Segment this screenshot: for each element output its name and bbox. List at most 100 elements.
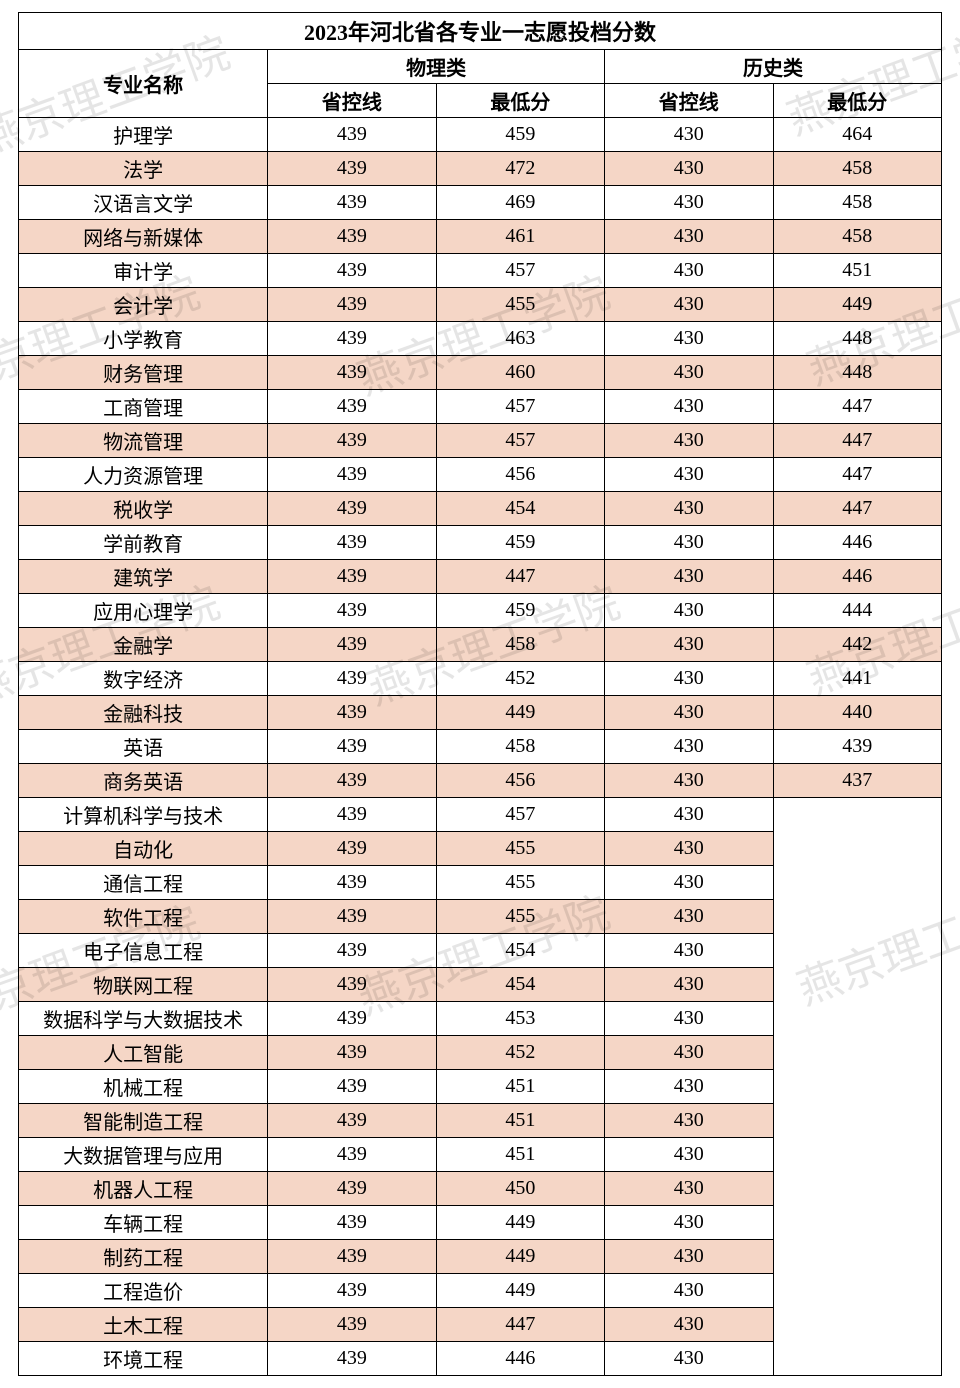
physics-low-cell: 449 [436,1240,604,1274]
major-cell: 数字经济 [19,662,268,696]
physics-low-cell: 459 [436,594,604,628]
history-control-cell: 430 [605,118,773,152]
scores-table: 2023年河北省各专业一志愿投档分数 专业名称 物理类 历史类 省控线 最低分 … [18,12,942,1376]
table-row: 计算机科学与技术439457430 [19,798,942,832]
physics-low-cell: 459 [436,526,604,560]
major-cell: 制药工程 [19,1240,268,1274]
history-control-cell: 430 [605,390,773,424]
history-control-cell: 430 [605,832,773,866]
physics-control-cell: 439 [268,900,436,934]
physics-control-cell: 439 [268,458,436,492]
major-cell: 物流管理 [19,424,268,458]
physics-control-cell: 439 [268,594,436,628]
history-low-cell: 446 [773,560,941,594]
major-cell: 税收学 [19,492,268,526]
physics-control-cell: 439 [268,288,436,322]
physics-low-cell: 456 [436,458,604,492]
major-cell: 小学教育 [19,322,268,356]
physics-control-cell: 439 [268,1274,436,1308]
history-control-cell: 430 [605,1240,773,1274]
major-cell: 法学 [19,152,268,186]
major-cell: 汉语言文学 [19,186,268,220]
physics-control-cell: 439 [268,322,436,356]
history-control-cell: 430 [605,526,773,560]
history-control-cell: 430 [605,1070,773,1104]
major-cell: 大数据管理与应用 [19,1138,268,1172]
major-cell: 审计学 [19,254,268,288]
physics-control-cell: 439 [268,356,436,390]
physics-control-cell: 439 [268,492,436,526]
physics-control-cell: 439 [268,186,436,220]
history-control-cell: 430 [605,424,773,458]
physics-control-cell: 439 [268,560,436,594]
major-cell: 建筑学 [19,560,268,594]
table-row: 建筑学439447430446 [19,560,942,594]
physics-control-cell: 439 [268,1002,436,1036]
physics-control-cell: 439 [268,220,436,254]
history-control-cell: 430 [605,1036,773,1070]
history-control-cell: 430 [605,900,773,934]
history-control-cell: 430 [605,968,773,1002]
physics-low-cell: 457 [436,798,604,832]
major-cell: 土木工程 [19,1308,268,1342]
physics-low-cell: 458 [436,730,604,764]
physics-low-cell: 451 [436,1070,604,1104]
major-cell: 护理学 [19,118,268,152]
physics-low-cell: 451 [436,1104,604,1138]
physics-low-cell: 452 [436,1036,604,1070]
history-control-cell: 430 [605,1308,773,1342]
col-major: 专业名称 [19,50,268,118]
major-cell: 通信工程 [19,866,268,900]
table-row: 网络与新媒体439461430458 [19,220,942,254]
history-control-cell: 430 [605,730,773,764]
physics-control-cell: 439 [268,866,436,900]
history-low-cell: 451 [773,254,941,288]
history-control-cell: 430 [605,186,773,220]
table-row: 应用心理学439459430444 [19,594,942,628]
history-low-cell: 446 [773,526,941,560]
major-cell: 金融科技 [19,696,268,730]
history-low-merged-cell [773,798,941,1376]
history-low-cell: 439 [773,730,941,764]
table-row: 金融科技439449430440 [19,696,942,730]
history-control-cell: 430 [605,288,773,322]
physics-control-cell: 439 [268,152,436,186]
table-row: 商务英语439456430437 [19,764,942,798]
history-low-cell: 448 [773,356,941,390]
major-cell: 英语 [19,730,268,764]
major-cell: 应用心理学 [19,594,268,628]
physics-control-cell: 439 [268,1036,436,1070]
table-row: 英语439458430439 [19,730,942,764]
physics-low-cell: 446 [436,1342,604,1376]
major-cell: 财务管理 [19,356,268,390]
major-cell: 工程造价 [19,1274,268,1308]
physics-low-cell: 455 [436,288,604,322]
physics-low-cell: 449 [436,696,604,730]
history-control-cell: 430 [605,628,773,662]
physics-control-cell: 439 [268,662,436,696]
table-row: 护理学439459430464 [19,118,942,152]
header-row-1: 专业名称 物理类 历史类 [19,50,942,84]
history-low-cell: 447 [773,390,941,424]
physics-low-cell: 452 [436,662,604,696]
history-control-cell: 430 [605,1274,773,1308]
major-cell: 人工智能 [19,1036,268,1070]
physics-control-cell: 439 [268,1138,436,1172]
table-row: 数字经济439452430441 [19,662,942,696]
physics-low-cell: 457 [436,424,604,458]
table-row: 税收学439454430447 [19,492,942,526]
physics-control-cell: 439 [268,1206,436,1240]
major-cell: 数据科学与大数据技术 [19,1002,268,1036]
table-row: 物流管理439457430447 [19,424,942,458]
physics-low-cell: 469 [436,186,604,220]
physics-control-cell: 439 [268,1308,436,1342]
history-control-cell: 430 [605,492,773,526]
physics-low-cell: 447 [436,560,604,594]
physics-low-cell: 454 [436,968,604,1002]
physics-low-cell: 458 [436,628,604,662]
history-control-cell: 430 [605,322,773,356]
history-low-cell: 449 [773,288,941,322]
history-control-cell: 430 [605,152,773,186]
history-low-cell: 441 [773,662,941,696]
major-cell: 商务英语 [19,764,268,798]
